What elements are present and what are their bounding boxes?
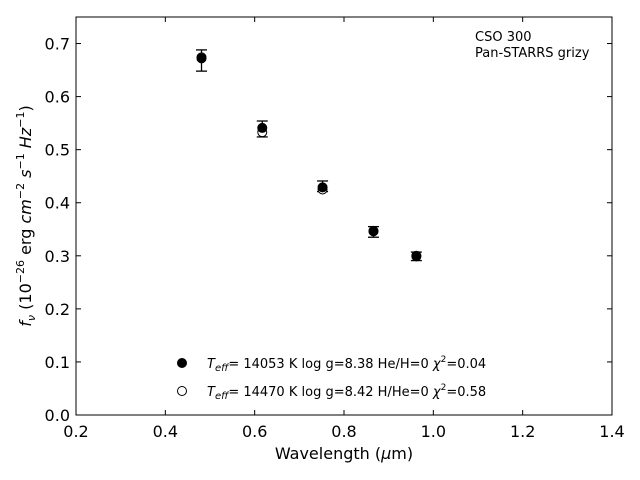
model-point-filled — [257, 122, 268, 133]
legend: Teff= 14053 K log g=8.38 He/H=0 χ2=0.04 … — [177, 355, 486, 402]
legend-label-2: Teff= 14470 K log g=8.42 H/He=0 χ2=0.58 — [207, 383, 486, 402]
model-point-filled — [368, 225, 379, 236]
plot-frame — [75, 16, 613, 416]
y-tick-label: 0.1 — [45, 353, 70, 372]
y-tick-label: 0.6 — [45, 88, 70, 107]
legend-marker-filled — [177, 358, 187, 368]
x-tick-label: 0.2 — [63, 422, 88, 441]
y-tick-label: 0.0 — [45, 406, 70, 425]
x-axis-title: Wavelength (μm) — [275, 444, 413, 463]
axis-ticks: 0.2 0.4 0.6 0.8 1.0 1.2 1.4 0.0 0.1 0.2 0.3 0.4 0.5 0… — [45, 17, 625, 441]
data-marks — [196, 49, 422, 262]
x-tick-label: 1.2 — [510, 422, 535, 441]
x-tick-label: 0.6 — [242, 422, 267, 441]
annotation-line-2: Pan-STARRS grizy — [475, 46, 590, 61]
model-point-filled — [196, 53, 207, 64]
y-tick-label: 0.3 — [45, 247, 70, 266]
x-tick-label: 1.0 — [421, 422, 446, 441]
x-tick-label: 0.8 — [331, 422, 356, 441]
annotation-line-1: CSO 300 — [475, 30, 532, 45]
model-point-filled — [411, 251, 422, 262]
legend-label-1: Teff= 14053 K log g=8.38 He/H=0 χ2=0.04 — [207, 355, 486, 374]
y-tick-label: 0.7 — [45, 35, 70, 54]
y-tick-label: 0.4 — [45, 194, 70, 213]
model-point-filled — [317, 182, 328, 193]
x-tick-label: 0.4 — [153, 422, 178, 441]
y-axis-title: fν (10−26 erg cm−2 s−1 Hz−1) — [14, 105, 38, 326]
x-tick-label: 1.4 — [599, 422, 624, 441]
legend-marker-open — [177, 386, 187, 396]
y-tick-label: 0.2 — [45, 300, 70, 319]
y-tick-label: 0.5 — [45, 141, 70, 160]
